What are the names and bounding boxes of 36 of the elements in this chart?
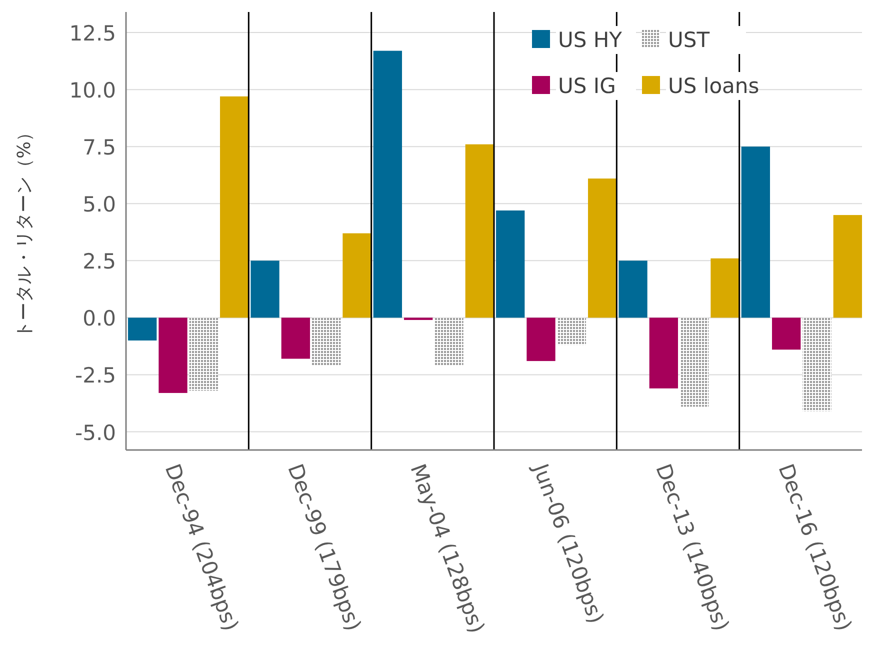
bar: [189, 318, 218, 391]
bar: [496, 210, 525, 318]
bar: [281, 318, 310, 359]
bar: [465, 144, 494, 318]
bar: [312, 318, 341, 366]
legend-label: US IG: [558, 74, 616, 98]
bar: [158, 318, 188, 393]
bar: [680, 318, 709, 407]
bar: [710, 258, 740, 318]
bar: [802, 318, 832, 412]
bar: [557, 318, 586, 346]
legend-label: UST: [668, 28, 710, 52]
y-tick-label: 12.5: [69, 22, 116, 46]
bar: [741, 146, 770, 318]
y-tick-label: 10.0: [69, 78, 116, 103]
bar: [588, 178, 617, 318]
bar: [220, 96, 249, 318]
y-tick-label: 2.5: [82, 250, 116, 274]
y-tick-label: -5.0: [75, 420, 116, 445]
bar: [373, 50, 402, 318]
bar: [772, 318, 801, 350]
bar: [250, 260, 280, 318]
bar: [649, 318, 678, 388]
bar: [128, 318, 157, 340]
legend-label: US loans: [668, 74, 760, 98]
legend-label: US HY: [558, 28, 622, 52]
bar: [342, 233, 372, 318]
bar: [434, 318, 464, 366]
y-tick-label: 5.0: [82, 192, 116, 217]
y-tick-label: 0.0: [82, 306, 116, 331]
y-tick-label: -2.5: [75, 364, 116, 388]
bar: [618, 260, 648, 318]
y-axis-title: トータル・リターン（%）: [14, 123, 35, 339]
y-tick-label: 7.5: [82, 136, 116, 160]
bar: [526, 318, 556, 362]
bar: [833, 215, 862, 318]
